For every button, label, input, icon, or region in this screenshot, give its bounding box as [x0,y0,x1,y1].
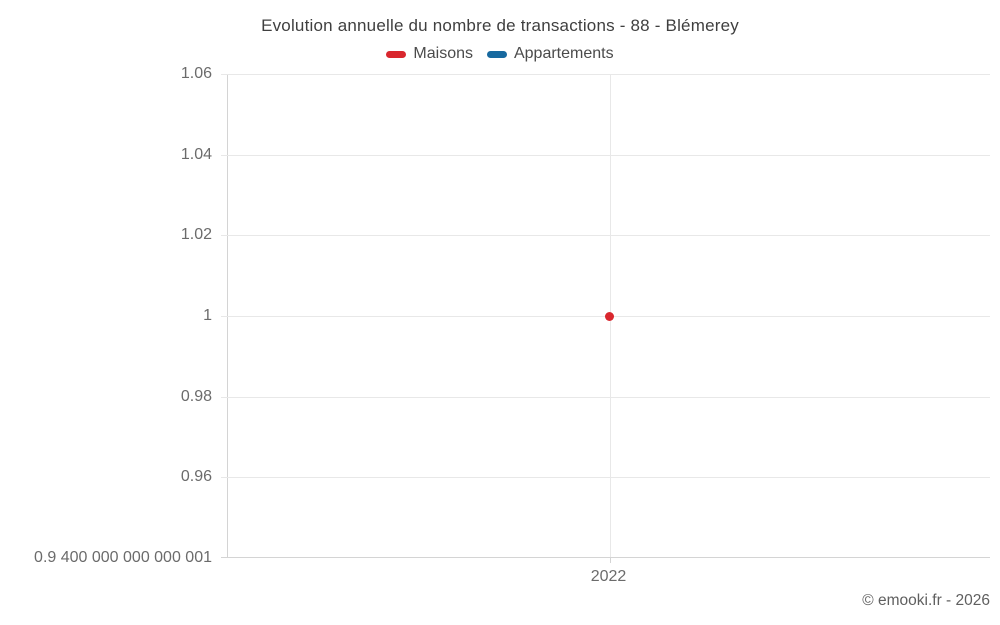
legend-item-appartements[interactable]: Appartements [486,45,614,63]
x-axis-tick [609,557,611,563]
data-point-maisons[interactable] [605,311,614,321]
y-tick-label: 0.9 400 000 000 000 001 [34,549,212,566]
y-gridline [221,154,990,156]
legend: Maisons Appartements [0,45,1000,63]
maisons-series-swatch-icon [386,50,407,58]
copyright-text: © emooki.fr - 2026 [862,592,990,609]
y-tick-label: 1.02 [180,226,212,244]
y-tick-label: 1.04 [180,145,212,163]
y-gridline [221,235,990,237]
y-tick-label: 0.96 [180,468,212,486]
y-gridline [221,396,990,398]
y-tick-label: 1 [203,307,212,324]
legend-label-appartements: Appartements [513,45,614,62]
y-gridline [221,477,990,479]
legend-item-maisons[interactable]: Maisons [386,45,473,63]
legend-label-maisons: Maisons [413,45,473,62]
y-tick-label: 0.98 [180,387,212,405]
y-tick-label: 1.06 [180,65,212,82]
appartements-series-swatch-icon [486,50,507,58]
x-tick-label: 2022 [590,568,627,585]
y-axis-tick [221,557,228,558]
y-gridline [221,74,990,75]
plot-area [221,74,990,563]
chart-title: Evolution annuelle du nombre de transact… [261,16,739,35]
